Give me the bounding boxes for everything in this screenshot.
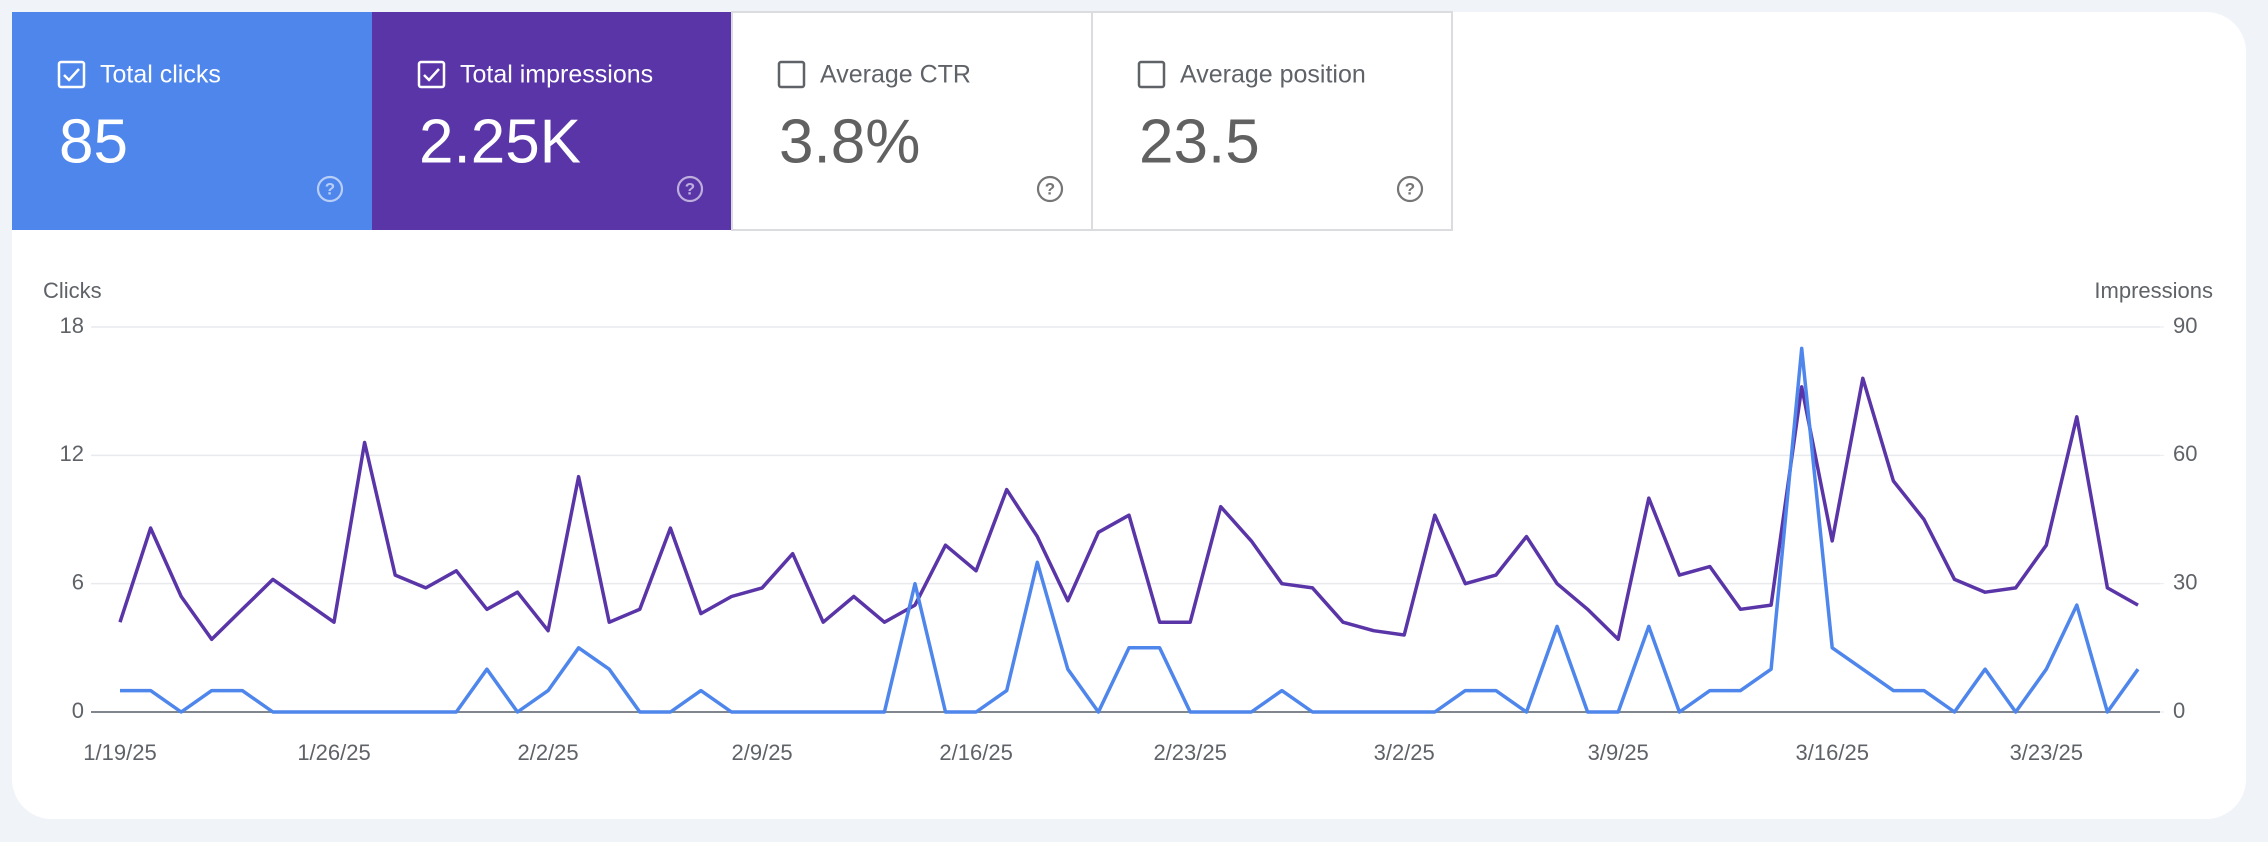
card-label: Average CTR: [820, 61, 971, 89]
card-background: [731, 11, 1093, 231]
checkbox[interactable]: [417, 60, 446, 89]
card-background: [1091, 11, 1453, 231]
help-icon-glyph: ?: [325, 179, 335, 198]
card-background: [372, 12, 732, 230]
x-tick-label: 3/16/25: [1796, 740, 1869, 765]
y2-tick-label: 30: [2173, 569, 2197, 594]
x-tick-label: 2/23/25: [1153, 740, 1226, 765]
x-tick-label: 2/2/25: [517, 740, 578, 765]
metric-card[interactable]: Average position 23.5?: [1091, 11, 1453, 231]
card-value: 85: [59, 107, 128, 176]
card-background: [12, 12, 372, 230]
y-tick-label: 0: [72, 698, 84, 723]
metric-card[interactable]: Total impressions 2.25K?: [372, 12, 732, 230]
y-tick-label: 6: [72, 569, 84, 594]
x-tick-label: 2/9/25: [732, 740, 793, 765]
x-tick-label: 1/19/25: [83, 740, 156, 765]
checkbox[interactable]: [57, 60, 86, 89]
help-icon-glyph: ?: [685, 179, 695, 198]
y-tick-label: 12: [60, 441, 84, 466]
help-icon[interactable]: [316, 175, 344, 203]
x-tick-label: 3/2/25: [1374, 740, 1435, 765]
card-label: Total clicks: [100, 61, 221, 89]
checkbox[interactable]: [777, 60, 806, 89]
y2-tick-label: 60: [2173, 441, 2197, 466]
checkmark: [63, 68, 80, 82]
series-line: [118, 376, 2139, 642]
metric-card[interactable]: Average CTR 3.8%?: [731, 11, 1093, 231]
help-icon[interactable]: [1036, 175, 1064, 203]
x-tick-label: 3/23/25: [2010, 740, 2083, 765]
series-line: [120, 346, 2140, 714]
y-axis-title: Clicks: [43, 278, 102, 303]
help-icon-glyph: ?: [1045, 179, 1055, 198]
help-icon-glyph: ?: [1405, 179, 1415, 198]
checkmark: [423, 68, 440, 82]
metric-card[interactable]: Total clicks 85?: [12, 12, 372, 230]
y2-tick-label: 90: [2173, 313, 2197, 338]
chart: Clicks Impressions 0 6 12 18 0 30 60 90 1/19/25 1/2…: [43, 278, 2213, 765]
help-icon[interactable]: [1396, 175, 1424, 203]
checkbox[interactable]: [1137, 60, 1166, 89]
y-tick-label: 18: [60, 313, 84, 338]
y2-tick-label: 0: [2173, 698, 2185, 723]
x-tick-label: 1/26/25: [297, 740, 370, 765]
card-value: 3.8%: [779, 107, 920, 176]
card-value: 23.5: [1139, 107, 1260, 176]
card-label: Average position: [1180, 61, 1366, 89]
card-value: 2.25K: [419, 107, 581, 176]
x-tick-label: 2/16/25: [939, 740, 1012, 765]
help-icon[interactable]: [676, 175, 704, 203]
x-tick-label: 3/9/25: [1588, 740, 1649, 765]
card-label: Total impressions: [460, 61, 653, 89]
y2-axis-title: Impressions: [2094, 278, 2213, 303]
